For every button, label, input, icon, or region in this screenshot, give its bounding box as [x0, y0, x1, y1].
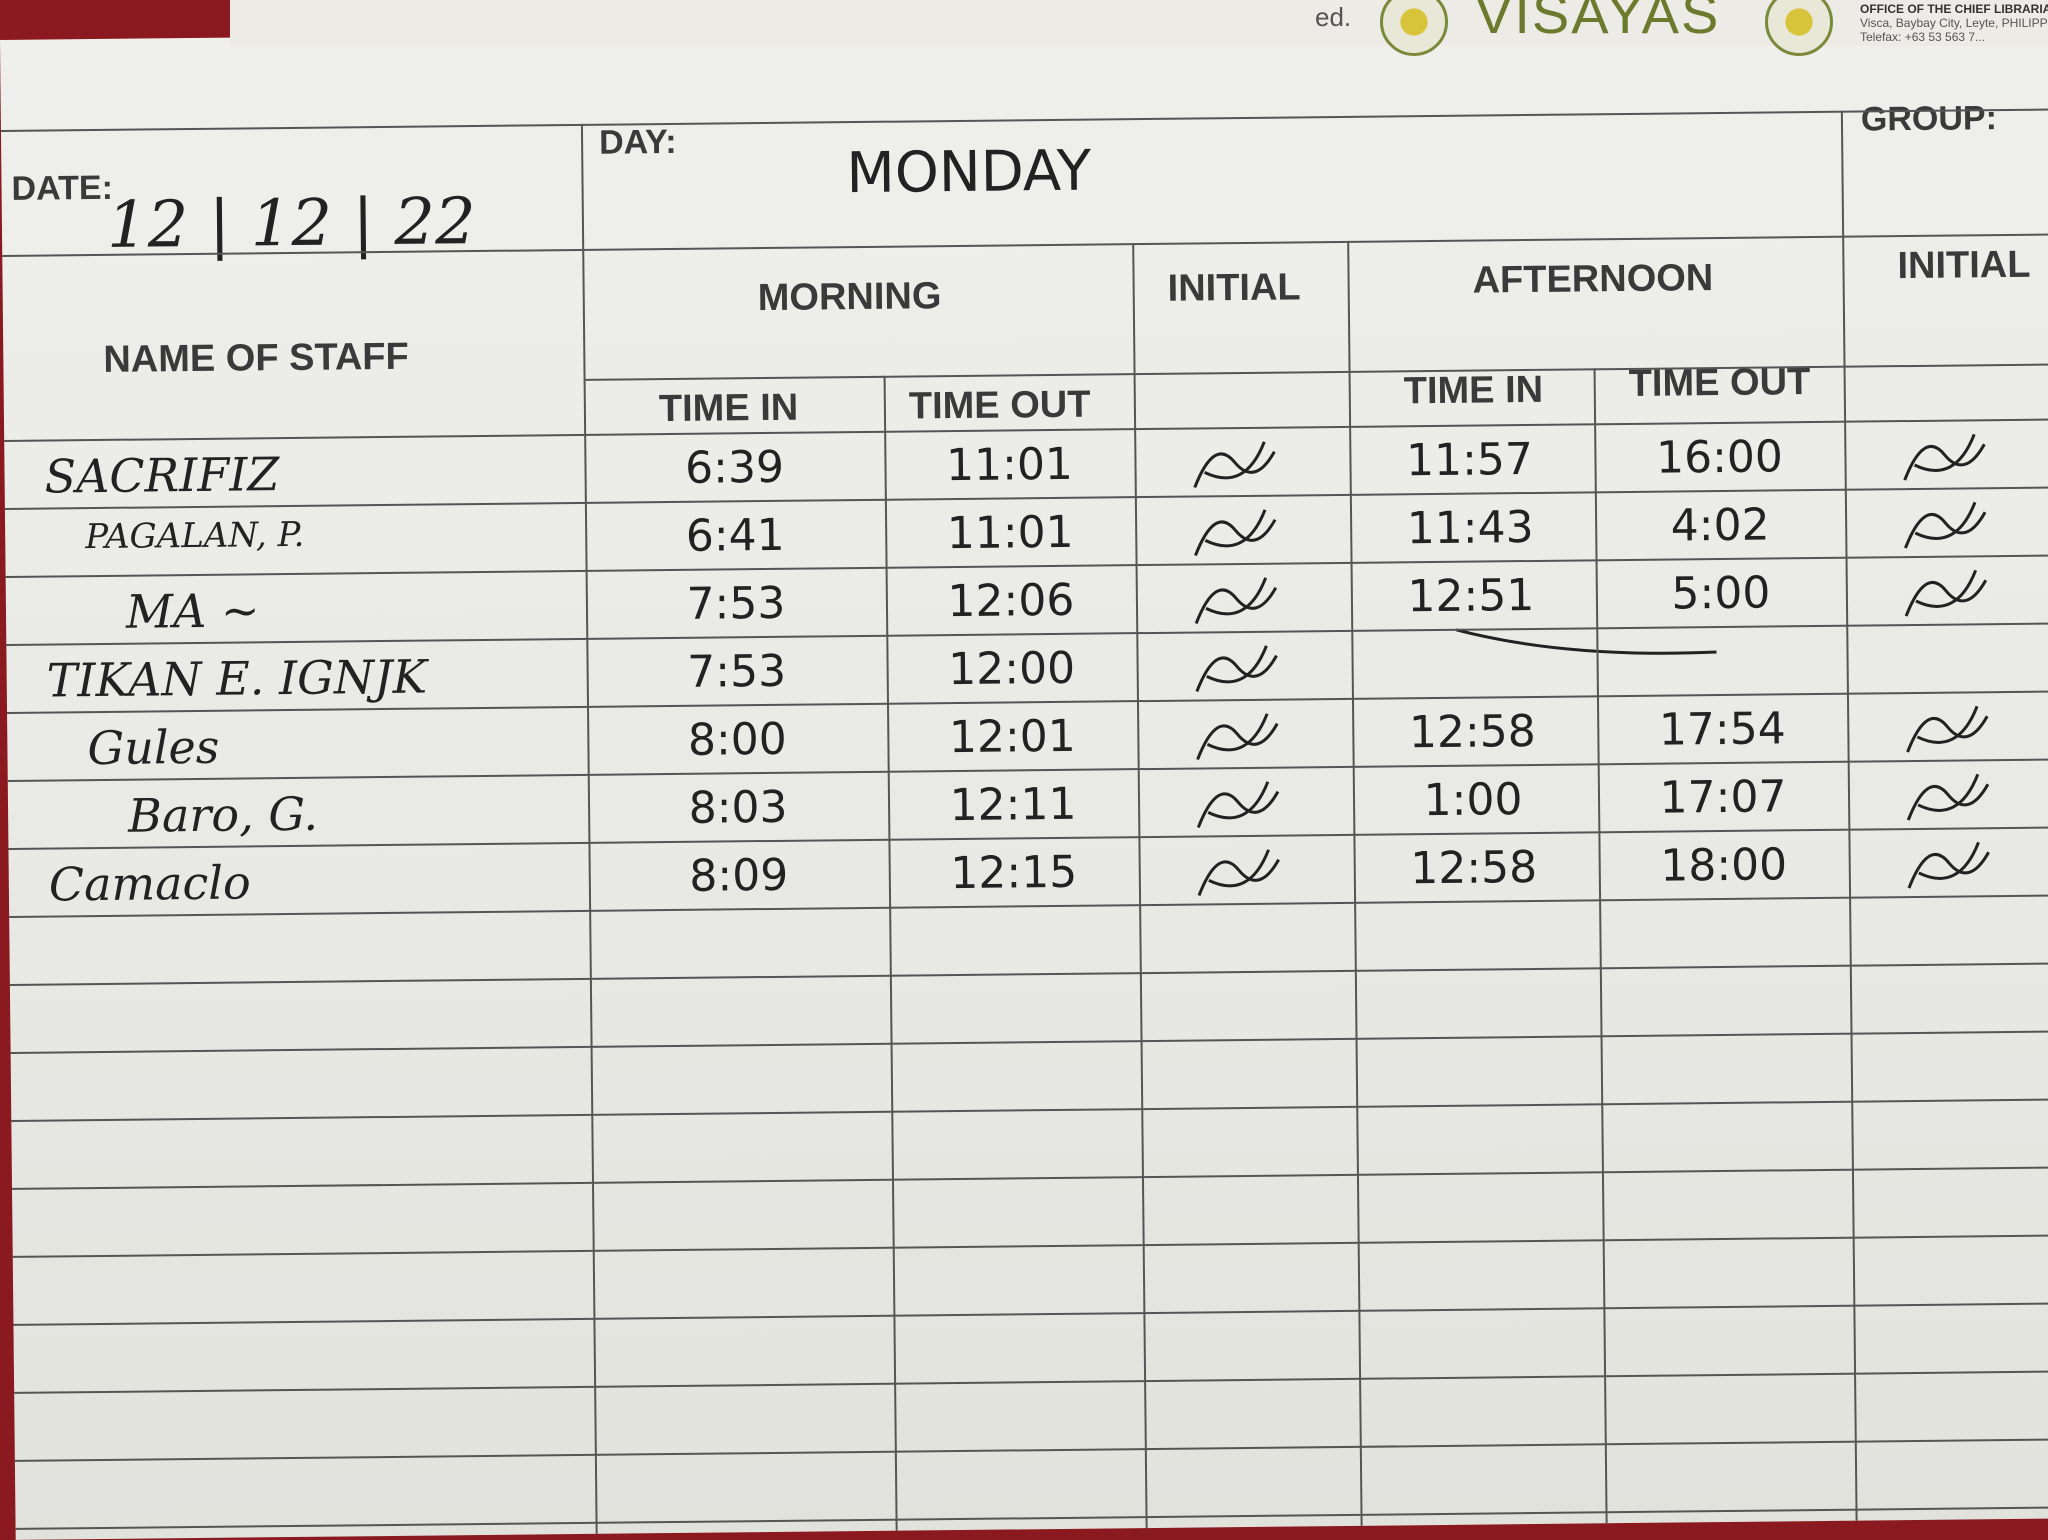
university-seal-icon — [1380, 0, 1448, 56]
time-am-in: 7:53 — [686, 577, 786, 630]
initial-afternoon-signature — [1906, 773, 1990, 821]
time-pm-in: 1:00 — [1423, 774, 1523, 827]
time-pm-out: 4:02 — [1670, 499, 1770, 552]
subheader-rule — [583, 363, 2048, 381]
initial-morning-signature — [1195, 645, 1278, 693]
university-name: VISAYAS — [1475, 0, 1721, 45]
table-row: TIKAN E. IGNJK 7:53 12:00 — [0, 18, 2048, 708]
staff-name: SACRIFIZ — [44, 447, 280, 504]
table-row: SACRIFIZ 6:39 11:01 11:57 16:00 — [0, 18, 2048, 504]
continuation-arrow — [1455, 628, 1717, 655]
time-am-out: 12:01 — [948, 710, 1077, 764]
column-initial-morning: INITIAL — [1167, 266, 1301, 310]
time-pm-out: 18:00 — [1660, 839, 1788, 892]
column-afternoon: AFTERNOON — [1472, 257, 1714, 302]
time-pm-out: 17:54 — [1658, 703, 1786, 756]
day-label: DAY: — [598, 122, 677, 162]
time-am-out: 12:06 — [947, 574, 1075, 628]
time-am-out: 11:01 — [945, 438, 1074, 492]
time-am-in: 7:53 — [686, 645, 787, 698]
time-am-out: 12:11 — [949, 778, 1077, 832]
letterhead-partial-text: ed. — [1315, 2, 1352, 32]
initial-afternoon-signature — [1907, 841, 1990, 889]
staff-name: TIKAN E. IGNJK — [46, 649, 428, 708]
row-rule — [11, 1098, 2048, 1122]
time-pm-out: 17:07 — [1659, 771, 1787, 824]
office-address: Visca, Baybay City, Leyte, PHILIPPINES — [1860, 16, 2048, 30]
time-am-in: 6:39 — [684, 441, 785, 494]
time-pm-in: 12:51 — [1407, 569, 1535, 623]
time-am-out: 12:00 — [947, 642, 1076, 696]
row-rule — [14, 1438, 2048, 1462]
table-row: MA ~7:53 12:06 12:51 5:00 — [0, 18, 2048, 639]
day-value: MONDAY — [846, 138, 1092, 207]
column-divider — [1840, 110, 1858, 1521]
time-pm-in: 12:58 — [1410, 841, 1538, 895]
initial-morning-signature — [1193, 441, 1276, 489]
office-title: OFFICE OF THE CHIEF LIBRARIAN — [1860, 2, 2048, 16]
time-pm-in: 12:58 — [1408, 705, 1536, 759]
column-am-time-out: TIME OUT — [908, 383, 1091, 428]
initial-morning-signature — [1196, 713, 1279, 761]
date-label: DATE: — [11, 168, 114, 208]
staff-name: PAGALAN, P. — [85, 514, 305, 558]
initial-morning-signature — [1194, 577, 1278, 625]
time-am-in: 8:09 — [689, 849, 789, 902]
initial-morning-signature — [1197, 849, 1280, 897]
table-row: Gules 8:00 12:01 12:58 17:54 — [0, 18, 2048, 775]
time-am-in: 8:00 — [687, 713, 788, 766]
row-rule — [13, 1302, 2048, 1326]
staff-name: Gules — [87, 719, 220, 776]
row-rule — [9, 962, 2048, 986]
time-am-in: 8:03 — [688, 781, 788, 834]
time-pm-in: 11:57 — [1405, 433, 1534, 487]
column-initial-afternoon: INITIAL — [1897, 243, 2031, 288]
time-pm-out: 5:00 — [1671, 567, 1771, 620]
row-rule — [10, 1030, 2048, 1054]
library-seal-icon — [1765, 0, 1833, 56]
letterhead-sheet: ed. VISAYAS OFFICE OF THE CHIEF LIBRARIA… — [230, 0, 2048, 56]
initial-afternoon-signature — [1906, 705, 1989, 753]
column-name-of-staff: NAME OF STAFF — [103, 335, 409, 381]
office-telefax: Telefax: +63 53 563 7... — [1860, 30, 1986, 44]
attendance-logbook-page: DATE: 12 | 12 | 22 DAY: MONDAY GROUP: NA… — [0, 18, 2048, 1540]
time-pm-in: 11:43 — [1406, 501, 1534, 555]
initial-afternoon-signature — [1903, 433, 1986, 481]
table-row: Camaclo 8:09 12:15 12:58 18:00 — [0, 18, 2048, 912]
initial-morning-signature — [1196, 781, 1280, 829]
header-top-rule — [0, 108, 2048, 132]
table-row: Baro, G. 8:03 12:11 1:00 17:07 — [0, 18, 2048, 843]
column-am-time-in: TIME IN — [658, 386, 799, 431]
row-rule — [14, 1370, 2048, 1394]
column-morning: MORNING — [757, 275, 942, 320]
row-rule — [12, 1166, 2048, 1190]
column-pm-time-in: TIME IN — [1403, 368, 1544, 413]
time-am-out: 11:01 — [946, 506, 1074, 560]
row-rule — [12, 1234, 2048, 1258]
staff-name: Camaclo — [48, 855, 251, 912]
table-row: PAGALAN, P. 6:41 11:01 11:43 4:02 — [0, 18, 2048, 562]
column-divider — [1132, 243, 1148, 1529]
time-am-out: 12:15 — [950, 846, 1078, 900]
initial-morning-signature — [1194, 509, 1277, 557]
initial-afternoon-signature — [1904, 569, 1988, 617]
row-rule — [15, 1506, 2048, 1530]
group-label: GROUP: — [1860, 99, 1998, 139]
initial-afternoon-signature — [1904, 501, 1987, 549]
time-am-in: 6:41 — [685, 509, 785, 562]
time-pm-out: 16:00 — [1655, 431, 1784, 484]
